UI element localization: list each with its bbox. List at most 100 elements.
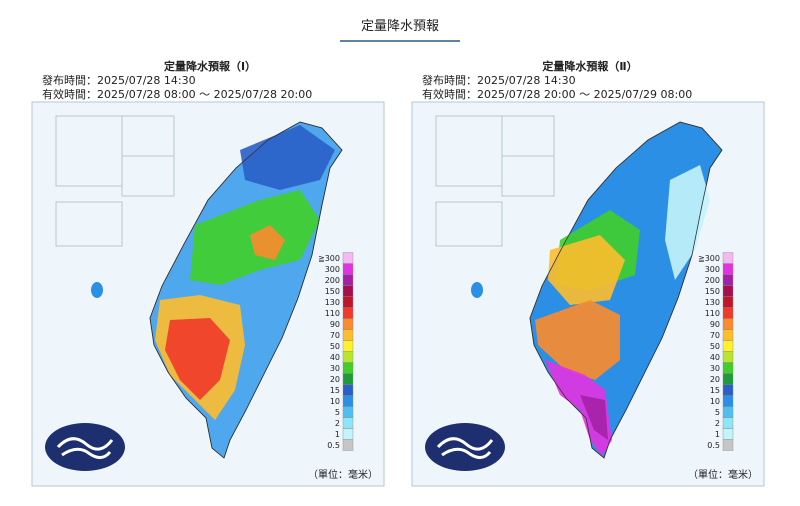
legend-label: 90 xyxy=(330,320,340,329)
legend-swatch xyxy=(722,428,734,440)
legend-swatch xyxy=(722,318,734,330)
map-panel: 定量降水預報（Ⅰ）發布時間：2025/07/28 14:30有效時間：2025/… xyxy=(31,59,385,487)
rain-area xyxy=(240,125,335,190)
legend-label: 30 xyxy=(710,364,720,373)
logo xyxy=(45,423,125,471)
penghu xyxy=(91,282,103,298)
legend-swatch xyxy=(342,439,354,451)
legend-label: 2 xyxy=(715,419,720,428)
legend-swatch xyxy=(722,340,734,352)
inset-box xyxy=(435,201,503,247)
legend-swatch xyxy=(342,395,354,407)
legend-label: 110 xyxy=(325,309,340,318)
legend-label: 1 xyxy=(715,430,720,439)
logo xyxy=(425,423,505,471)
legend-label: 300 xyxy=(325,265,340,274)
legend-label: 5 xyxy=(715,408,720,417)
legend-label: 20 xyxy=(330,375,340,384)
valid-time: 有效時間：2025/07/28 20:00 ～ 2025/07/29 08:00 xyxy=(422,87,692,101)
penghu xyxy=(471,282,483,298)
unit-label: （單位：毫米） xyxy=(688,468,758,481)
legend-label: 200 xyxy=(705,276,720,285)
legend-label: ≧300 xyxy=(318,254,340,263)
legend-swatch xyxy=(342,296,354,308)
unit-label: （單位：毫米） xyxy=(308,468,378,481)
legend-swatch xyxy=(342,307,354,319)
legend-swatch xyxy=(342,263,354,275)
legend-label: 10 xyxy=(710,397,720,406)
valid-time: 有效時間：2025/07/28 08:00 ～ 2025/07/28 20:00 xyxy=(42,87,312,101)
legend-label: 10 xyxy=(330,397,340,406)
legend-swatch xyxy=(722,406,734,418)
legend-label: 30 xyxy=(330,364,340,373)
legend-swatch xyxy=(342,373,354,385)
legend-swatch xyxy=(342,351,354,363)
legend-swatch xyxy=(342,428,354,440)
legend-swatch xyxy=(722,417,734,429)
legend-label: 130 xyxy=(325,298,340,307)
legend-label: 40 xyxy=(330,353,340,362)
rain-area xyxy=(165,318,230,400)
legend-swatch xyxy=(722,329,734,341)
legend-swatch xyxy=(722,351,734,363)
legend-swatch xyxy=(722,274,734,286)
legend-swatch xyxy=(342,274,354,286)
rain-area xyxy=(665,165,710,280)
legend-label: ≧300 xyxy=(698,254,720,263)
legend-label: 50 xyxy=(330,342,340,351)
legend-label: 1 xyxy=(335,430,340,439)
inset-box xyxy=(121,155,175,197)
legend-label: 70 xyxy=(330,331,340,340)
logo-swirl xyxy=(436,437,494,459)
legend-swatch xyxy=(342,252,354,264)
legend-swatch xyxy=(342,406,354,418)
legend-swatch xyxy=(722,395,734,407)
legend-swatch xyxy=(722,384,734,396)
rain-area xyxy=(250,225,285,260)
island-outline xyxy=(529,121,723,459)
legend-label: 15 xyxy=(710,386,720,395)
legend-swatch xyxy=(722,263,734,275)
legend-label: 90 xyxy=(710,320,720,329)
island-outline xyxy=(149,121,343,459)
legend-label: 5 xyxy=(335,408,340,417)
legend-label: 110 xyxy=(705,309,720,318)
legend-label: 150 xyxy=(705,287,720,296)
legend-label: 0.5 xyxy=(327,441,340,450)
legend-swatch xyxy=(722,373,734,385)
rain-area xyxy=(545,360,612,456)
legend-swatch xyxy=(722,307,734,319)
map-title: 定量降水預報（Ⅱ） xyxy=(542,59,637,73)
legend-label: 15 xyxy=(330,386,340,395)
map-panel: 定量降水預報（Ⅱ）發布時間：2025/07/28 14:30有效時間：2025/… xyxy=(411,59,765,487)
legend-swatch xyxy=(342,285,354,297)
legend-swatch xyxy=(722,285,734,297)
issue-time: 發布時間：2025/07/28 14:30 xyxy=(422,73,576,87)
legend-label: 150 xyxy=(325,287,340,296)
legend-label: 2 xyxy=(335,419,340,428)
legend-label: 40 xyxy=(710,353,720,362)
page-title: 定量降水預報 xyxy=(361,19,439,34)
legend-swatch xyxy=(342,384,354,396)
rain-area xyxy=(535,300,620,380)
legend-label: 300 xyxy=(705,265,720,274)
legend-swatch xyxy=(342,417,354,429)
legend-swatch xyxy=(722,439,734,451)
rain-area xyxy=(580,395,608,440)
legend-label: 130 xyxy=(705,298,720,307)
legend-label: 0.5 xyxy=(707,441,720,450)
legend-swatch xyxy=(722,362,734,374)
inset-box xyxy=(55,201,123,247)
logo-swirl xyxy=(56,437,114,459)
legend-swatch xyxy=(342,318,354,330)
issue-time: 發布時間：2025/07/28 14:30 xyxy=(42,73,196,87)
legend-swatch xyxy=(342,340,354,352)
inset-box xyxy=(501,155,555,197)
legend-label: 200 xyxy=(325,276,340,285)
map-title: 定量降水預報（Ⅰ） xyxy=(164,59,256,73)
rain-area xyxy=(548,235,625,305)
legend-swatch xyxy=(342,329,354,341)
legend-swatch xyxy=(342,362,354,374)
legend-label: 20 xyxy=(710,375,720,384)
